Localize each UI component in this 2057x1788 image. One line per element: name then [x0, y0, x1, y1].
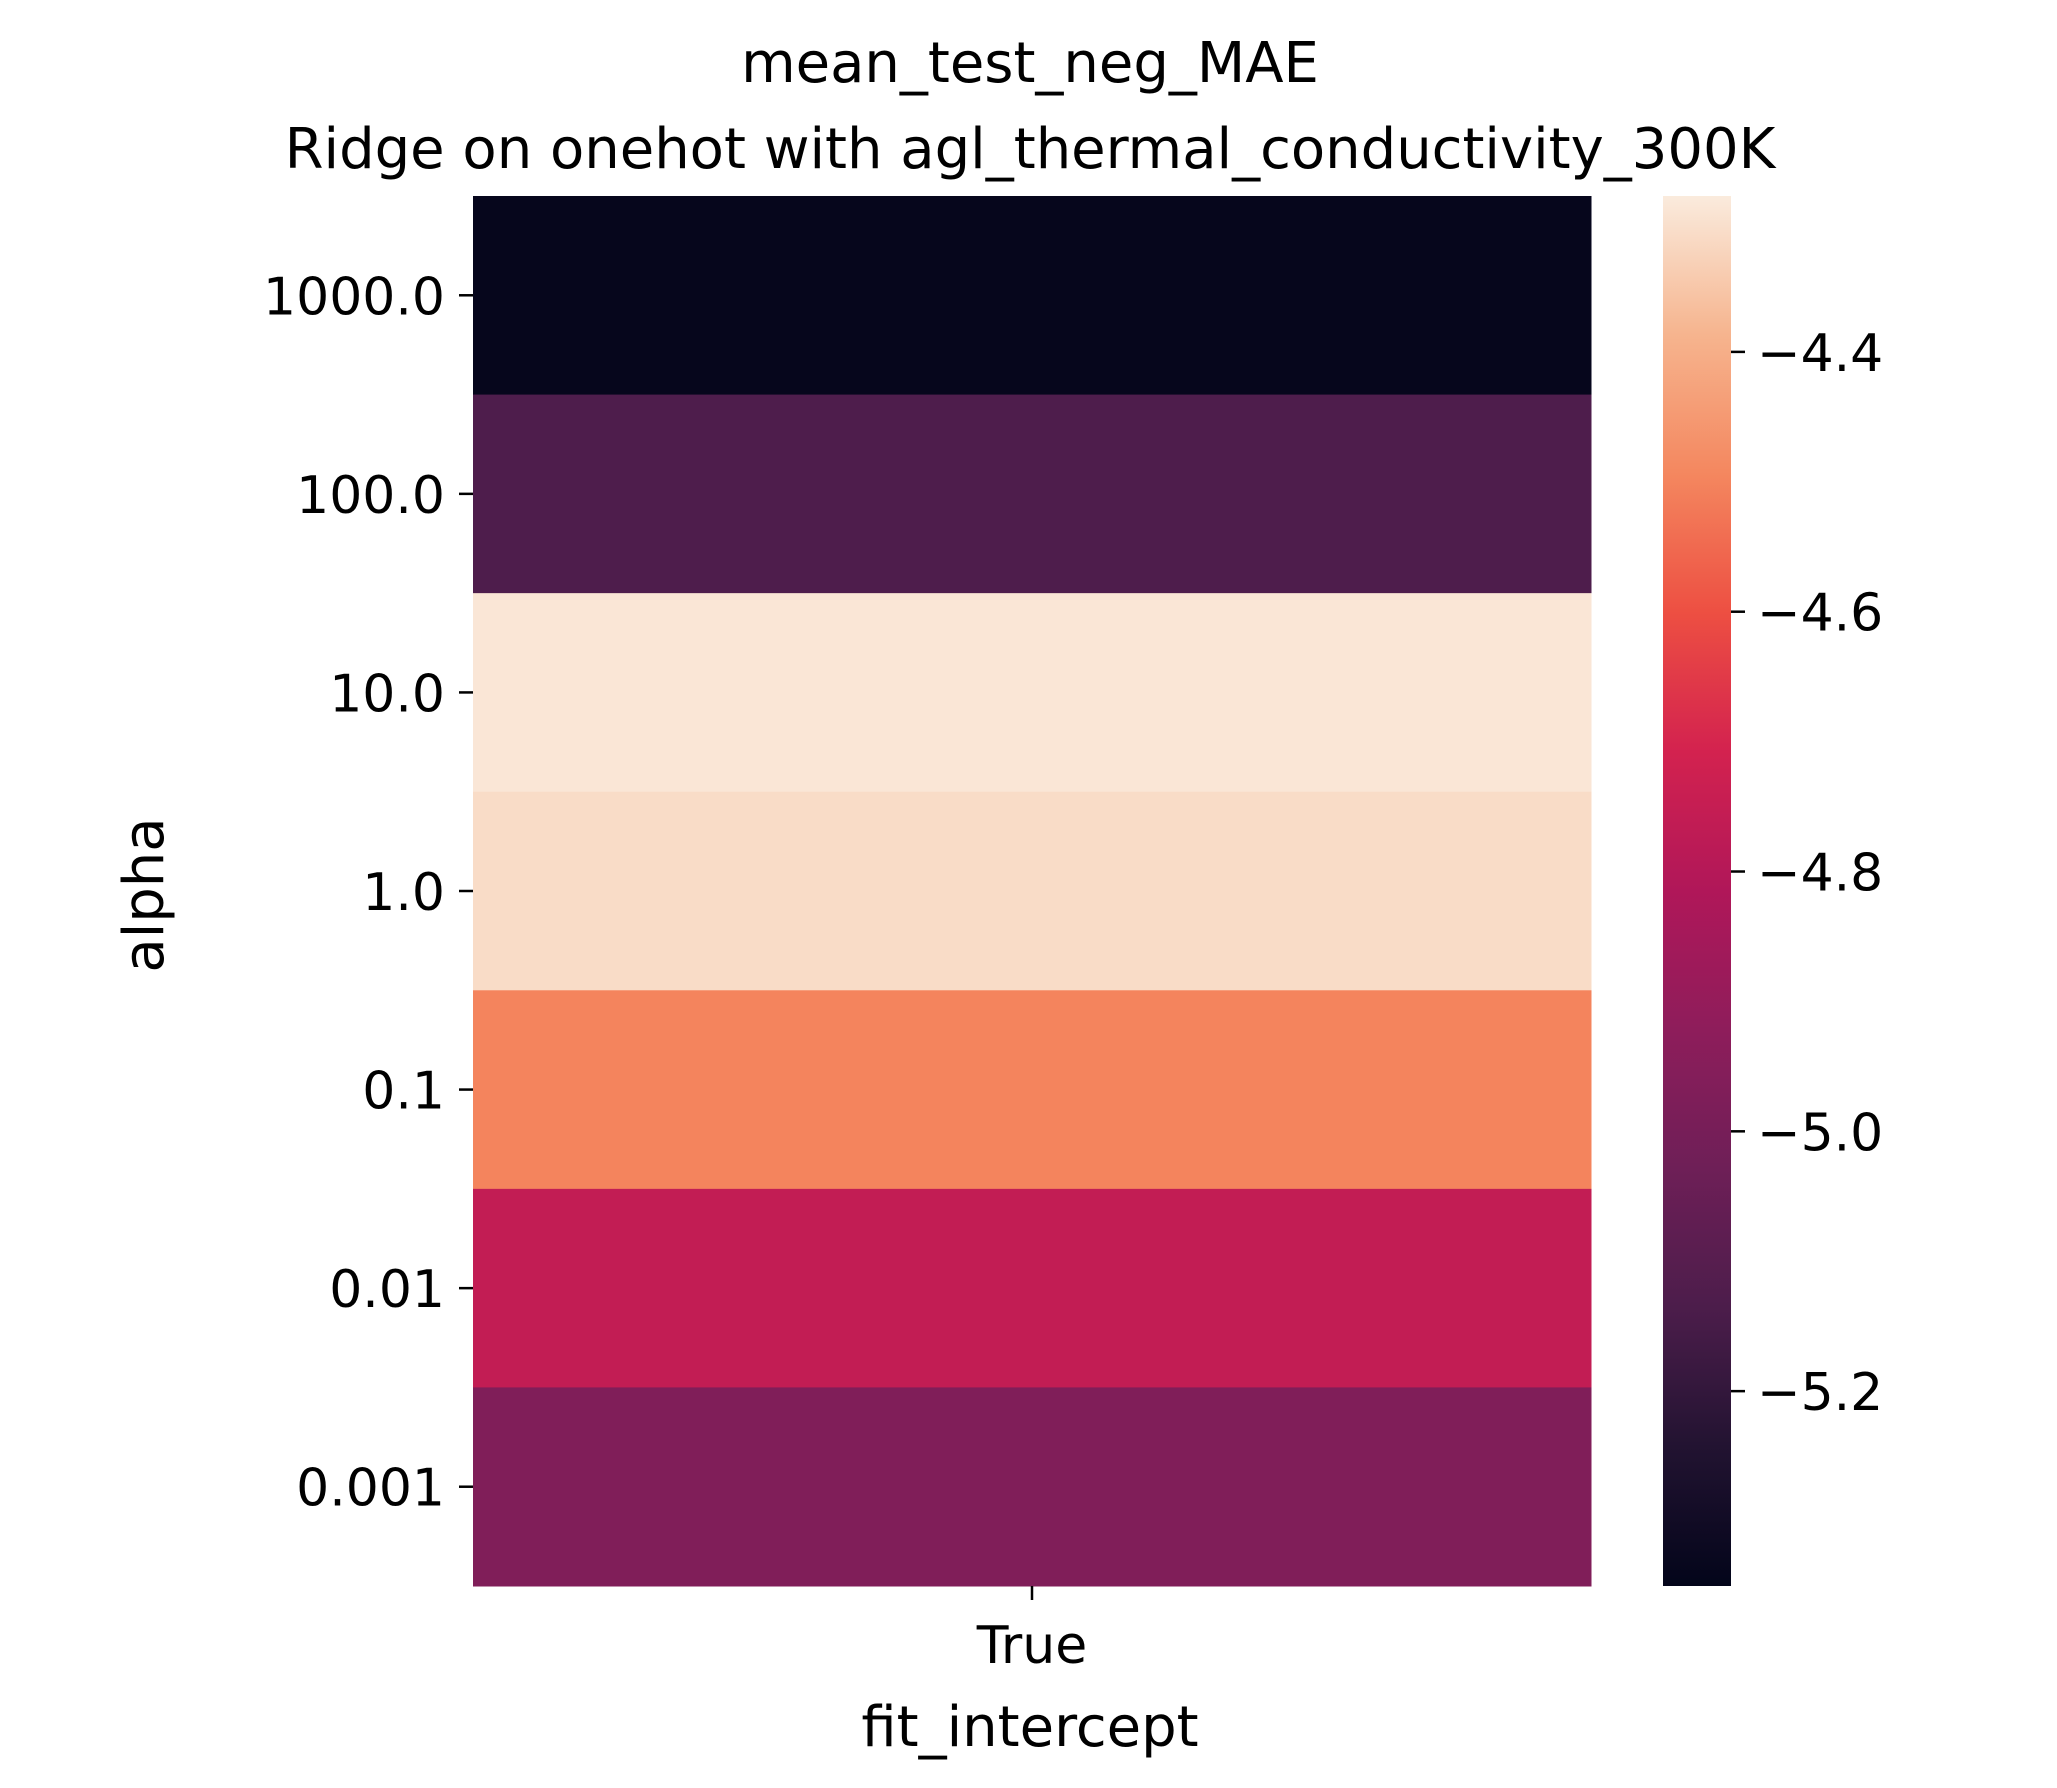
colorbar-tick-label: −4.8: [1757, 844, 1883, 904]
heatmap-cell: [473, 196, 1592, 396]
colorbar-tick-label: −4.4: [1757, 324, 1883, 384]
y-tick-label: 0.1: [362, 1062, 445, 1122]
y-axis-label: alpha: [112, 817, 177, 972]
chart-subtitle: Ridge on onehot with agl_thermal_conduct…: [285, 117, 1777, 182]
chart-title: mean_test_neg_MAE: [741, 31, 1319, 96]
heatmap-cell: [473, 593, 1592, 793]
y-tick-label: 1.0: [362, 863, 445, 923]
heatmap-cell: [473, 1188, 1592, 1388]
heatmap-cell: [473, 1387, 1592, 1587]
y-tick-label: 100.0: [296, 466, 445, 526]
y-tick-label: 10.0: [329, 664, 445, 724]
y-tick-label: 1000.0: [263, 267, 445, 327]
heatmap-cell: [473, 791, 1592, 991]
y-tick-label: 0.01: [329, 1260, 445, 1320]
colorbar: [1663, 196, 1731, 1586]
x-axis-label: fit_intercept: [861, 1695, 1198, 1760]
colorbar-tick-label: −4.6: [1757, 584, 1883, 644]
colorbar-tick-label: −5.0: [1757, 1103, 1883, 1163]
heatmap-cell: [473, 394, 1592, 594]
heatmap-cell: [473, 990, 1592, 1190]
y-tick-label: 0.001: [296, 1459, 445, 1519]
x-tick-label: True: [976, 1616, 1087, 1676]
colorbar-tick-label: −5.2: [1757, 1363, 1883, 1423]
